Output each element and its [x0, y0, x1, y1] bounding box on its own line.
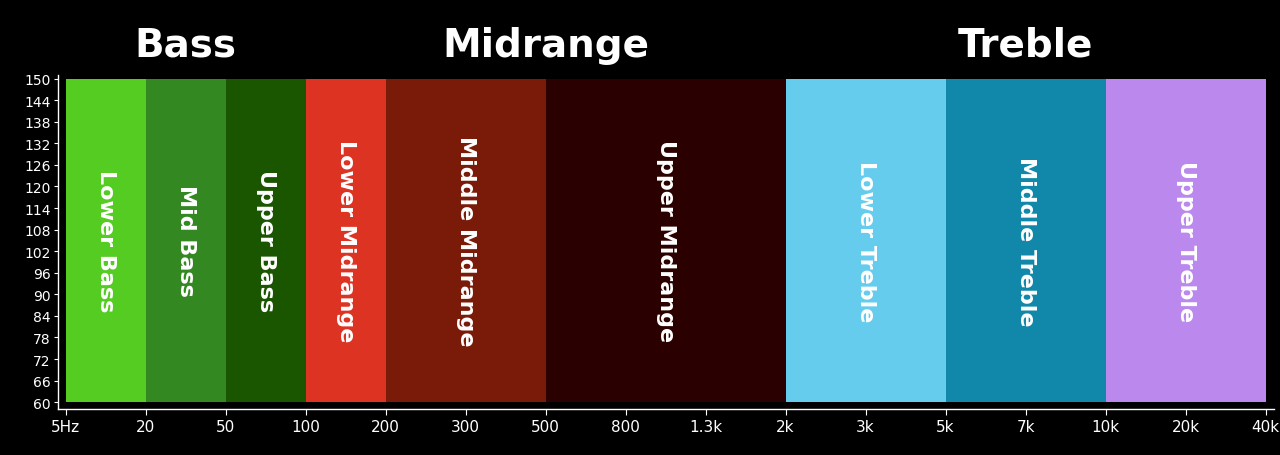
Text: Middle Midrange: Middle Midrange [456, 136, 476, 346]
Bar [225, 80, 306, 402]
Bar [1106, 80, 1266, 402]
Text: Middle Treble: Middle Treble [1015, 157, 1036, 325]
Text: Lower Bass: Lower Bass [96, 170, 115, 312]
Text: Lower Treble: Lower Treble [855, 160, 876, 321]
Bar [65, 80, 146, 402]
Text: Upper Bass: Upper Bass [256, 170, 275, 312]
Text: Lower Midrange: Lower Midrange [335, 140, 356, 342]
Bar [545, 80, 786, 402]
Text: Upper Midrange: Upper Midrange [655, 140, 676, 342]
Text: Upper Treble: Upper Treble [1175, 161, 1196, 321]
Text: Bass: Bass [134, 27, 237, 65]
Bar [306, 80, 385, 402]
Bar [146, 80, 225, 402]
Text: Midrange: Midrange [442, 27, 649, 65]
Bar [786, 80, 946, 402]
Text: Mid Bass: Mid Bass [175, 185, 196, 297]
Bar [946, 80, 1106, 402]
Bar [385, 80, 545, 402]
Text: Treble: Treble [957, 27, 1093, 65]
